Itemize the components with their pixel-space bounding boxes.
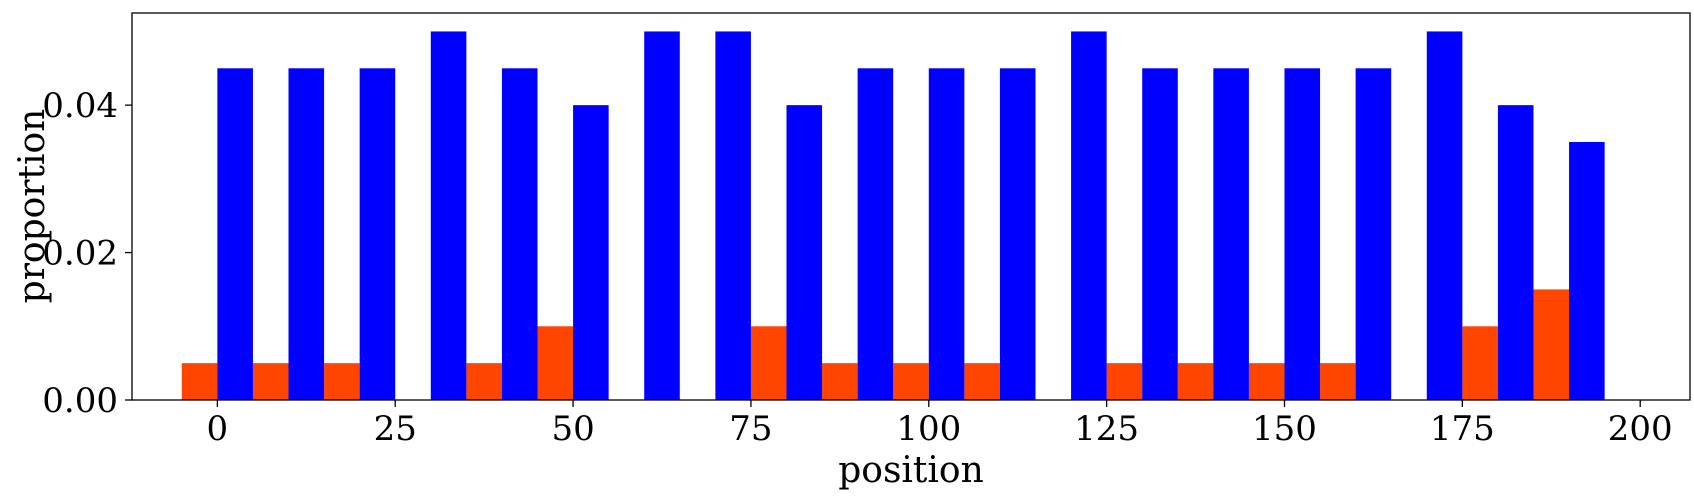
y-tick-label: 0.04: [42, 86, 118, 126]
bar-s1-bin-170: [1426, 31, 1463, 401]
bar-s1-bin-110: [999, 68, 1036, 400]
bar-s0-bin-20: [324, 363, 360, 400]
bar-s0-bin-140: [1177, 363, 1214, 400]
bar-s0-bin-90: [822, 363, 858, 400]
bar-s0-bin-50: [537, 326, 574, 400]
bar-s1-bin-160: [1355, 68, 1392, 400]
y-axis-label: proportion: [12, 109, 53, 304]
bar-s1-bin-130: [1142, 68, 1178, 400]
bar-s0-bin-160: [1320, 363, 1356, 400]
bar-s1-bin-120: [1071, 31, 1107, 401]
bar-s1-bin-20: [359, 68, 396, 400]
y-tick-label: 0.02: [42, 234, 118, 274]
bar-s0-bin-10: [252, 363, 289, 400]
x-tick-label: 200: [1608, 409, 1673, 449]
bar-s1-bin-60: [644, 31, 680, 401]
bar-s1-bin-30: [430, 31, 467, 401]
x-tick-label: 150: [1252, 409, 1317, 449]
x-axis-label: position: [838, 450, 984, 491]
bar-s1-bin-180: [1497, 105, 1534, 400]
x-tick-label: 75: [729, 409, 772, 449]
bar-s1-bin-140: [1213, 68, 1249, 400]
x-tick-label: 50: [551, 409, 594, 449]
bar-s1-bin-100: [928, 68, 965, 400]
bar-s1-bin-70: [715, 31, 751, 401]
x-tick-label: 100: [896, 409, 961, 449]
y-tick-label: 0.00: [42, 381, 118, 421]
bar-s1-bin-10: [288, 68, 325, 400]
bar-s0-bin-80: [750, 326, 787, 400]
x-tick-label: 0: [207, 409, 229, 449]
bar-s0-bin-40: [466, 363, 502, 400]
bar-s0-bin-110: [964, 363, 1000, 400]
bar-s0-bin-100: [893, 363, 929, 400]
bar-s1-bin-40: [501, 68, 538, 400]
bar-s1-bin-50: [573, 105, 609, 400]
plot-frame: [131, 12, 1691, 401]
bar-s0-bin-180: [1462, 326, 1498, 400]
bar-s0-bin-130: [1106, 363, 1143, 400]
bar-s0-bin-150: [1248, 363, 1285, 400]
bar-s0-bin-190: [1533, 289, 1570, 400]
bar-s0-bin-0: [181, 363, 218, 400]
bar-s1-bin-80: [786, 105, 823, 400]
bars-layer: [181, 31, 1605, 401]
bar-s1-bin-0: [217, 68, 253, 400]
bar-s1-bin-90: [857, 68, 894, 400]
ticks-layer: 0 25 50 75 100 125 150 175 200 0.00 0.02 0.04: [42, 86, 1672, 449]
bar-s1-bin-190: [1569, 142, 1605, 400]
x-tick-label: 175: [1430, 409, 1495, 449]
x-tick-label: 25: [374, 409, 417, 449]
bar-s1-bin-150: [1284, 68, 1321, 400]
x-tick-label: 125: [1074, 409, 1139, 449]
